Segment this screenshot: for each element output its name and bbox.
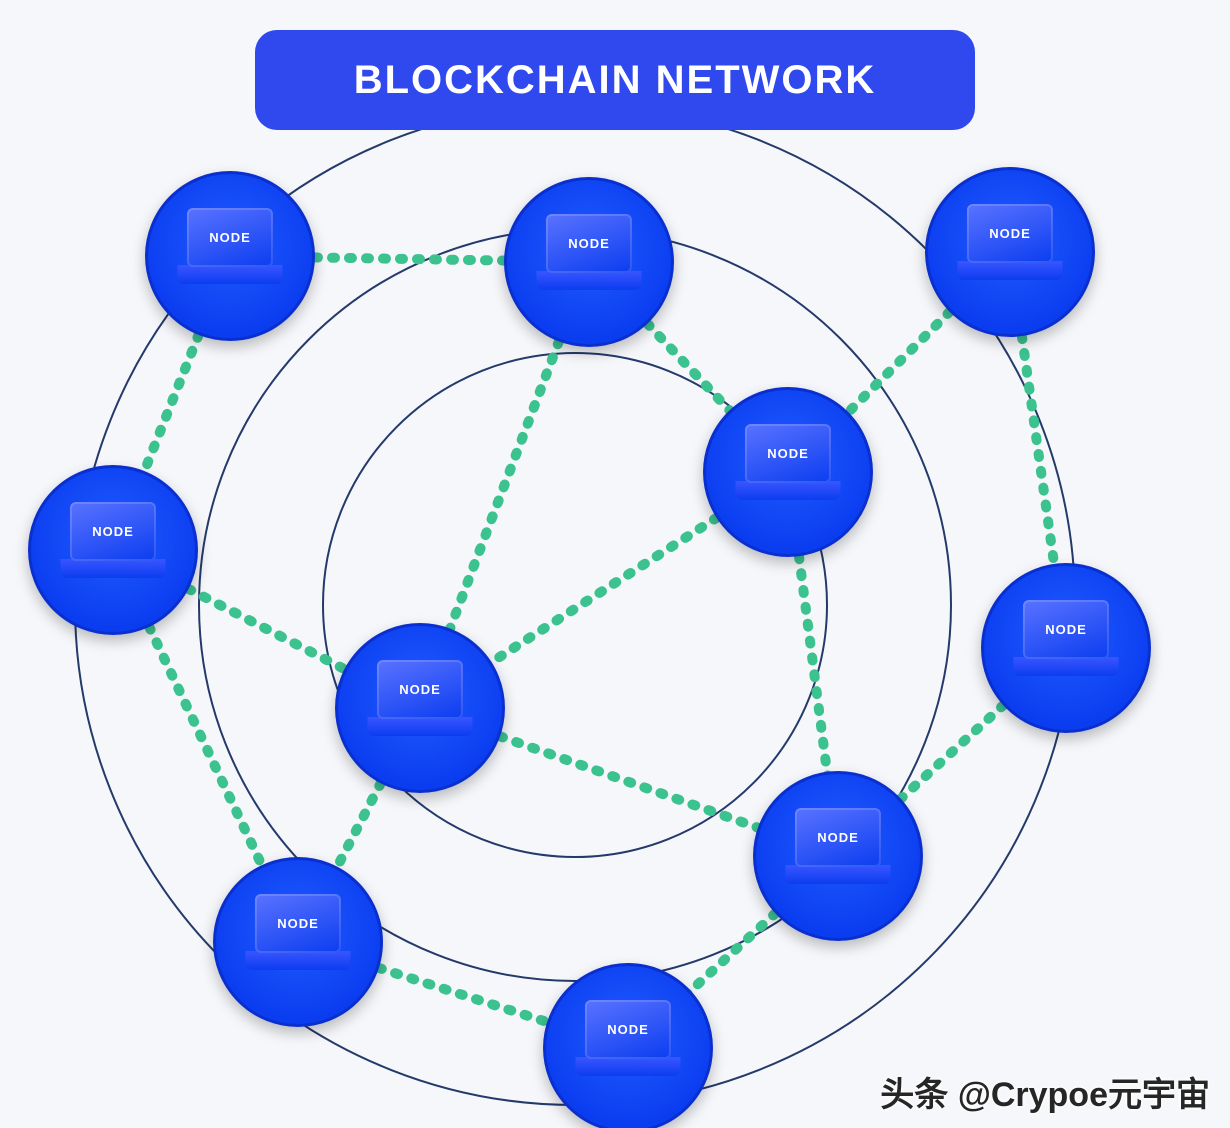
laptop-screen-icon: NODE — [1023, 600, 1109, 659]
laptop-screen-icon: NODE — [795, 808, 881, 867]
laptop-base-icon — [575, 1057, 680, 1075]
title-text: BLOCKCHAIN NETWORK — [354, 58, 877, 102]
laptop-screen-icon: NODE — [187, 208, 273, 267]
diagram-stage: BLOCKCHAIN NETWORK NODE NODE NODE NODE NODE N… — [0, 0, 1230, 1128]
network-node: NODE — [28, 465, 198, 635]
laptop-base-icon — [1013, 657, 1118, 675]
laptop-base-icon — [957, 261, 1062, 279]
node-label: NODE — [767, 446, 809, 461]
network-node: NODE — [925, 167, 1095, 337]
network-node: NODE — [335, 623, 505, 793]
laptop-base-icon — [60, 559, 165, 577]
laptop-screen-icon: NODE — [585, 1000, 671, 1059]
network-node: NODE — [213, 857, 383, 1027]
laptop-base-icon — [735, 481, 840, 499]
node-label: NODE — [1045, 622, 1087, 637]
laptop-screen-icon: NODE — [967, 204, 1053, 263]
node-label: NODE — [607, 1022, 649, 1037]
laptop-base-icon — [536, 271, 641, 289]
laptop-base-icon — [785, 865, 890, 883]
network-node: NODE — [981, 563, 1151, 733]
node-label: NODE — [817, 830, 859, 845]
node-label: NODE — [277, 916, 319, 931]
network-node: NODE — [145, 171, 315, 341]
laptop-screen-icon: NODE — [745, 424, 831, 483]
network-node: NODE — [703, 387, 873, 557]
laptop-screen-icon: NODE — [70, 502, 156, 561]
laptop-base-icon — [177, 265, 282, 283]
laptop-screen-icon: NODE — [377, 660, 463, 719]
node-label: NODE — [209, 230, 251, 245]
node-label: NODE — [568, 236, 610, 251]
node-label: NODE — [399, 682, 441, 697]
network-node: NODE — [753, 771, 923, 941]
watermark-text: 头条 @Crypoe元宇宙 — [880, 1067, 1210, 1116]
laptop-base-icon — [245, 951, 350, 969]
node-label: NODE — [92, 524, 134, 539]
laptop-base-icon — [367, 717, 472, 735]
network-node: NODE — [504, 177, 674, 347]
node-label: NODE — [989, 226, 1031, 241]
title-pill: BLOCKCHAIN NETWORK — [255, 30, 975, 130]
laptop-screen-icon: NODE — [255, 894, 341, 953]
laptop-screen-icon: NODE — [546, 214, 632, 273]
network-node: NODE — [543, 963, 713, 1128]
